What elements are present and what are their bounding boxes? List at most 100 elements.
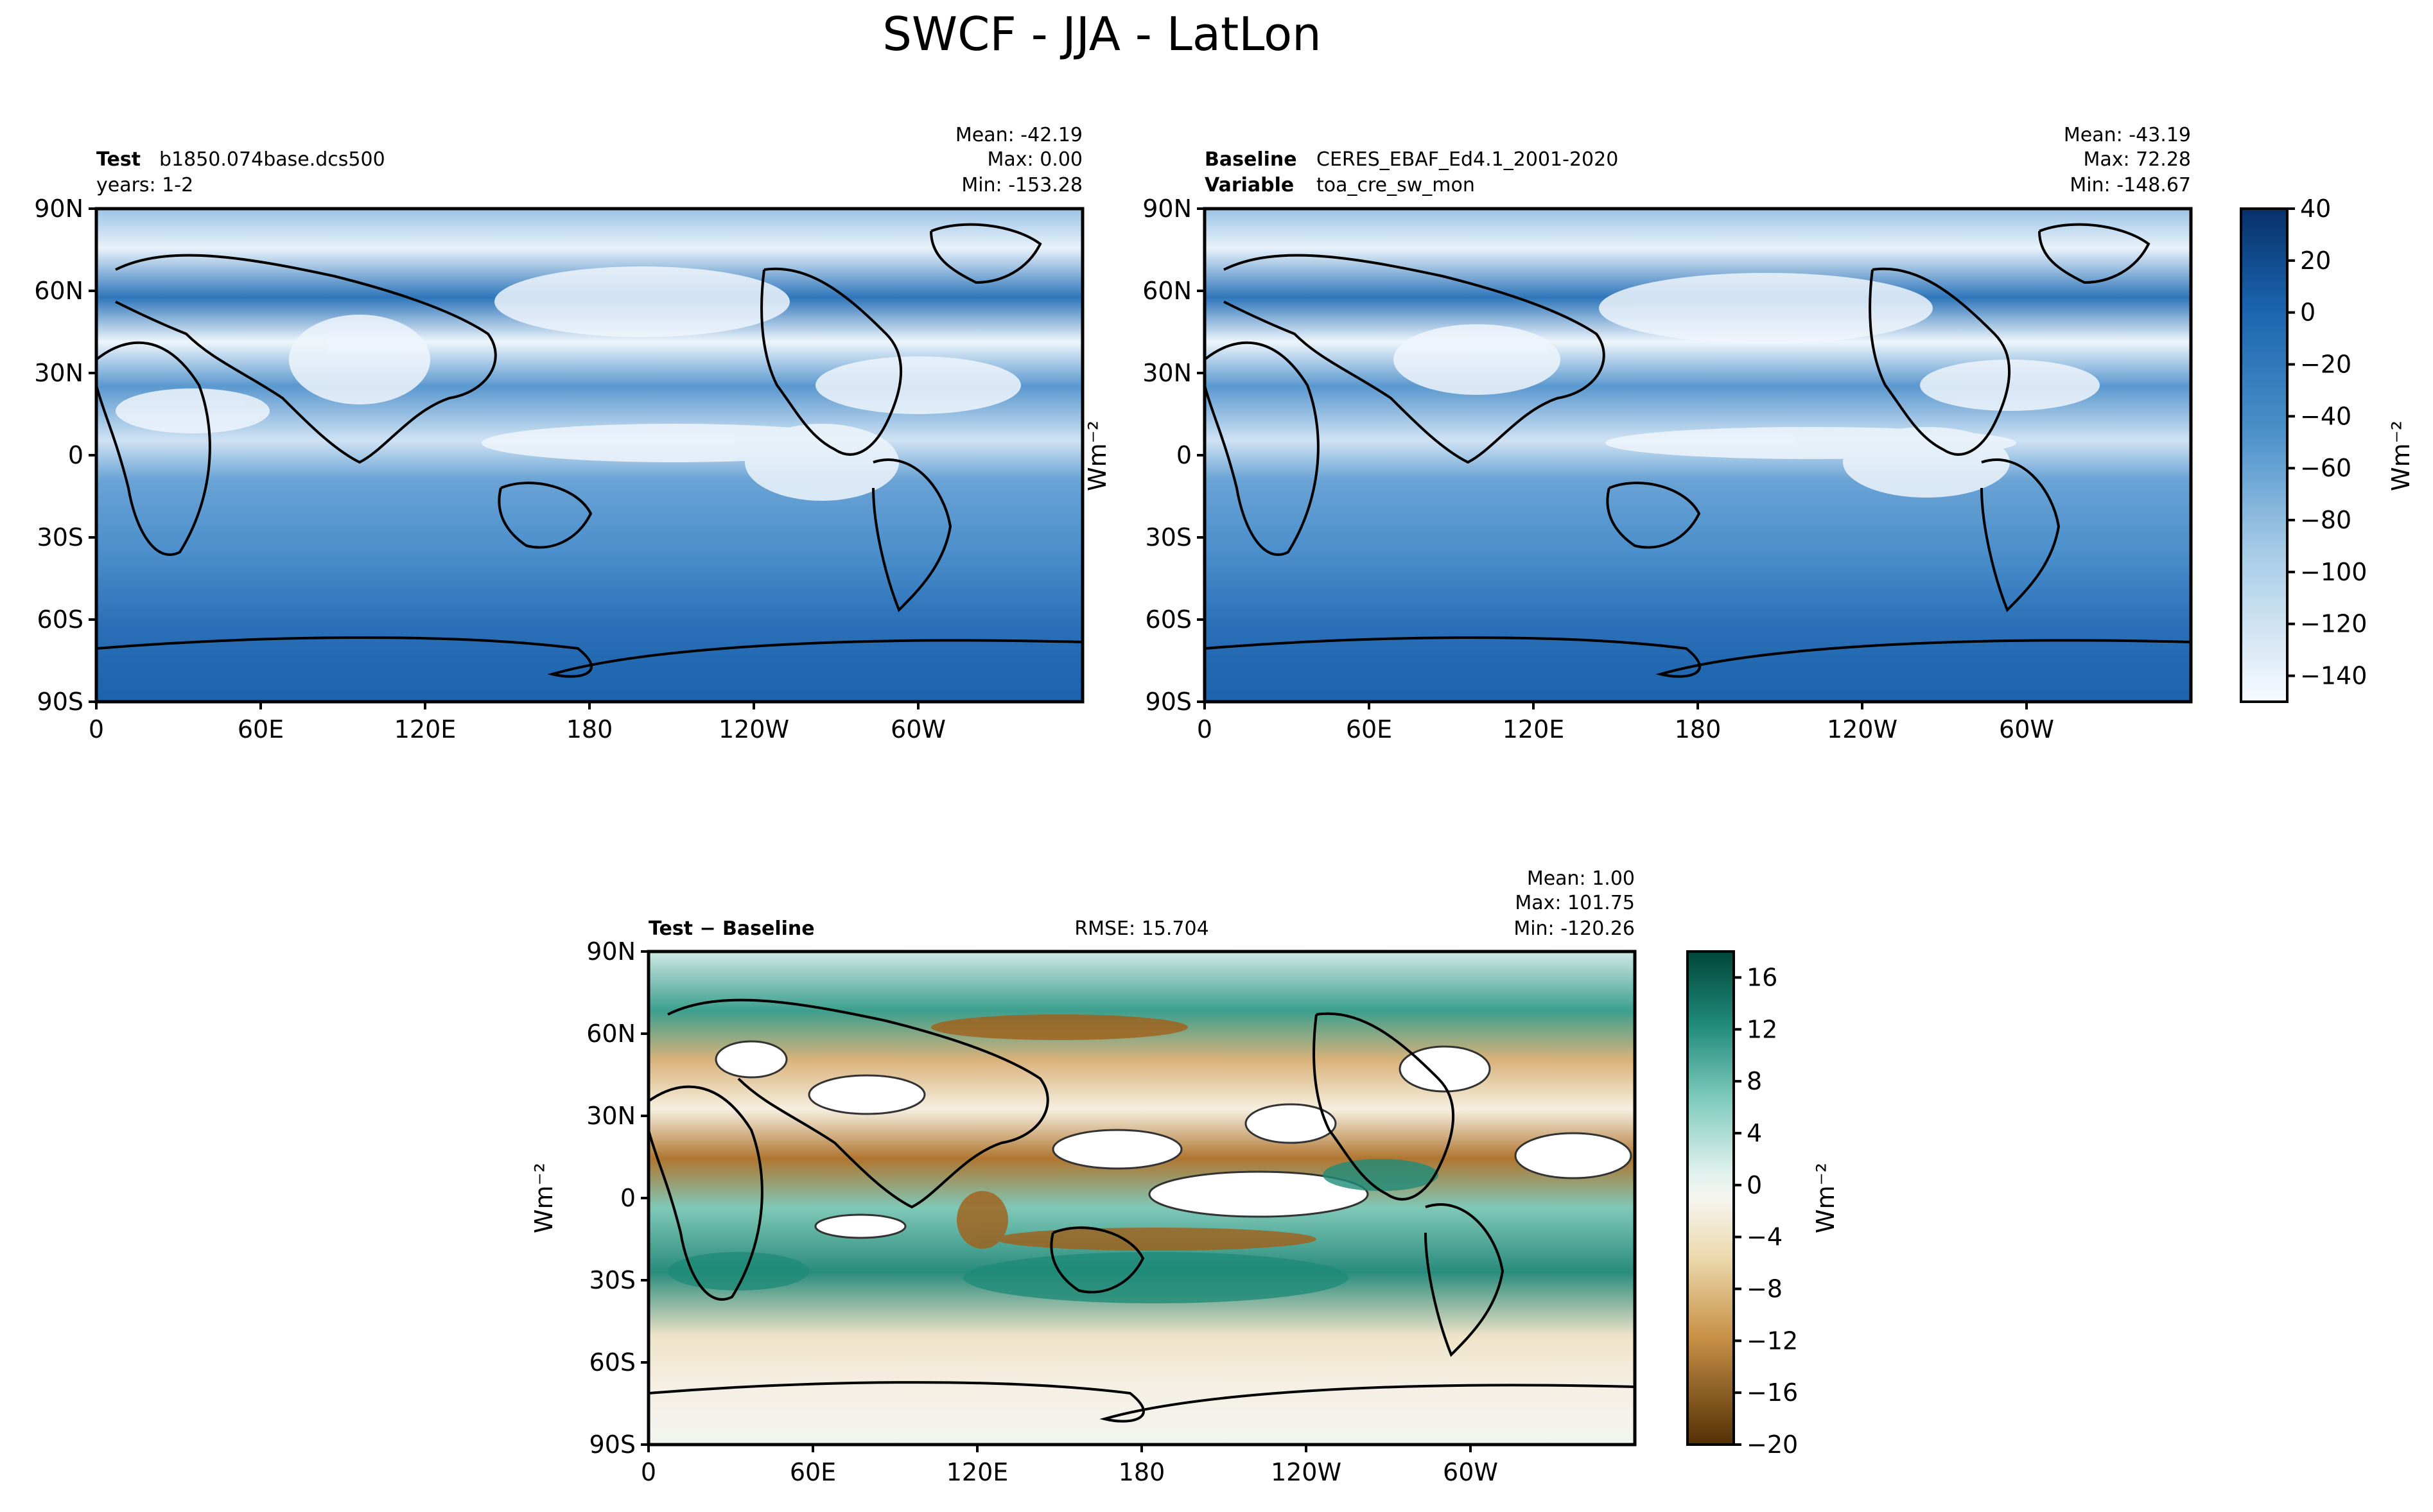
test-label-years: years: 1-2 xyxy=(96,174,193,196)
diff-xtick-label: 180 xyxy=(1119,1458,1165,1486)
test-ytick-label: 0 xyxy=(68,441,83,469)
test-label-bold: Test xyxy=(96,148,141,171)
colorbar-tick-label: −12 xyxy=(1747,1326,1798,1355)
test-ylabel: Wm⁻² xyxy=(1083,421,1112,491)
diff-xtick-label: 60W xyxy=(1443,1458,1498,1486)
diff-xtick-label: 120E xyxy=(946,1458,1009,1486)
diff-ytick-label: 60S xyxy=(589,1348,636,1377)
diff-stat-max: Max: 101.75 xyxy=(1515,892,1635,914)
test-map-features xyxy=(116,266,1021,501)
colorbar-tick-label: −60 xyxy=(2300,454,2351,482)
colorbar-tick-label: −16 xyxy=(1747,1378,1798,1407)
baseline-ytick-label: 30N xyxy=(1142,359,1192,387)
test-xtick-label: 120E xyxy=(394,715,457,743)
colorbar-tick-label: −20 xyxy=(2300,351,2351,379)
diff-stat-mean: Mean: 1.00 xyxy=(1527,867,1635,890)
baseline-map-features xyxy=(1393,273,2100,498)
baseline-xtick-label: 60W xyxy=(1999,715,2054,743)
baseline-xtick-label: 60E xyxy=(1346,715,1392,743)
diff-ytick-label: 30S xyxy=(589,1266,636,1294)
baseline-ytick-label: 30S xyxy=(1146,523,1192,552)
baseline-stat-min: Min: -148.67 xyxy=(2070,174,2191,196)
baseline-xtick-label: 0 xyxy=(1197,715,1212,743)
baseline-stat-mean: Mean: -43.19 xyxy=(2064,124,2191,146)
baseline-label-bold: Baseline xyxy=(1205,148,1297,171)
baseline-x-ticks: 0 60E 120E 180 120W 60W xyxy=(1197,702,2054,743)
test-stat-max: Max: 0.00 xyxy=(988,148,1083,171)
diff-ytick-label: 60N xyxy=(586,1020,636,1048)
test-stat-mean: Mean: -42.19 xyxy=(955,124,1083,146)
baseline-stat-max: Max: 72.28 xyxy=(2083,148,2191,171)
diff-panel: 90N 60N 30N 0 30S 60S 90S 0 60E 120E 180 120W 60W T… xyxy=(530,867,1637,1486)
colorbar-tick-label: −140 xyxy=(2300,662,2367,690)
colorbar-tick-label: 0 xyxy=(1747,1171,1762,1199)
colorbar-tick-label: −120 xyxy=(2300,610,2367,638)
colorbar-tick-label: −100 xyxy=(2300,558,2367,586)
baseline-xtick-label: 120W xyxy=(1827,715,1897,743)
test-xtick-label: 60E xyxy=(238,715,284,743)
baseline-ytick-label: 90S xyxy=(1146,688,1192,716)
test-ytick-label: 90S xyxy=(37,688,83,716)
colorbar-tick-label: −8 xyxy=(1747,1274,1783,1303)
test-label-value: b1850.074base.dcs500 xyxy=(159,148,385,171)
colorbar-tick-label: −80 xyxy=(2300,506,2351,534)
colorbar-tick-label: 8 xyxy=(1747,1067,1762,1095)
baseline-variable-value: toa_cre_sw_mon xyxy=(1316,174,1475,196)
colorbar-tick-label: 0 xyxy=(2300,299,2315,327)
baseline-coastlines xyxy=(1203,223,2192,678)
baseline-label-value: CERES_EBAF_Ed4.1_2001-2020 xyxy=(1316,148,1618,171)
baseline-panel: 90N 60N 30N 0 30S 60S 90S 0 60E 120E 180 120W 60W B… xyxy=(1142,124,2193,743)
diff-coastlines xyxy=(647,998,1635,1423)
baseline-ytick-label: 60N xyxy=(1142,277,1192,305)
bottom-colorbar-ticks: 16 12 8 4 0 −4 −8 −12 −16 −20 xyxy=(1734,963,1798,1459)
baseline-y-ticks: 90N 60N 30N 0 30S 60S 90S xyxy=(1142,195,1205,716)
diff-y-ticks: 90N 60N 30N 0 30S 60S 90S xyxy=(586,937,649,1459)
colorbar-tick-label: −4 xyxy=(1747,1223,1783,1251)
test-ytick-label: 60N xyxy=(34,277,83,305)
top-colorbar-label: Wm⁻² xyxy=(2387,421,2415,491)
top-colorbar: 40 20 0 −20 −40 −60 −80 −100 −120 −140 Wm⁻² xyxy=(2240,195,2415,703)
diff-x-ticks: 0 60E 120E 180 120W 60W xyxy=(641,1445,1498,1486)
diff-ytick-label: 0 xyxy=(620,1184,636,1212)
colorbar-tick-label: 40 xyxy=(2300,195,2331,223)
test-ytick-label: 60S xyxy=(37,605,83,634)
baseline-xtick-label: 120E xyxy=(1503,715,1565,743)
diff-rmse: RMSE: 15.704 xyxy=(1074,917,1208,940)
colorbar-tick-label: 16 xyxy=(1747,963,1777,991)
top-colorbar-ticks: 40 20 0 −20 −40 −60 −80 −100 −120 −140 xyxy=(2287,195,2367,690)
figure-title: SWCF - JJA - LatLon xyxy=(882,7,1321,61)
test-ytick-label: 90N xyxy=(34,195,83,223)
test-y-ticks: 90N 60N 30N 0 30S 60S 90S xyxy=(34,195,96,716)
test-xtick-label: 0 xyxy=(89,715,104,743)
colorbar-tick-label: 4 xyxy=(1747,1119,1762,1147)
baseline-ytick-label: 60S xyxy=(1146,605,1192,634)
test-xtick-label: 60W xyxy=(891,715,946,743)
diff-label-bold: Test − Baseline xyxy=(649,917,815,940)
colorbar-tick-label: 12 xyxy=(1747,1015,1777,1043)
colorbar-tick-label: 20 xyxy=(2300,247,2331,275)
bottom-colorbar-gradient xyxy=(1686,950,1735,1446)
diff-map-features xyxy=(668,1014,1632,1303)
baseline-ytick-label: 90N xyxy=(1142,195,1192,223)
diff-xtick-label: 120W xyxy=(1271,1458,1341,1486)
diff-stat-min: Min: -120.26 xyxy=(1513,917,1635,940)
test-coastlines xyxy=(95,223,1083,678)
diff-xtick-label: 60E xyxy=(790,1458,836,1486)
test-panel: 90N 60N 30N 0 30S 60S 90S 0 60E 120E 180 120W 60W T… xyxy=(34,124,1112,743)
baseline-xtick-label: 180 xyxy=(1675,715,1722,743)
test-x-ticks: 0 60E 120E 180 120W 60W xyxy=(89,702,946,743)
diff-ytick-label: 30N xyxy=(586,1102,636,1130)
diff-ylabel: Wm⁻² xyxy=(530,1163,558,1233)
bottom-colorbar: 16 12 8 4 0 −4 −8 −12 −16 −20 Wm⁻² xyxy=(1686,950,1840,1459)
test-xtick-label: 180 xyxy=(566,715,613,743)
test-ytick-label: 30N xyxy=(34,359,83,387)
colorbar-tick-label: −40 xyxy=(2300,402,2351,430)
colorbar-tick-label: −20 xyxy=(1747,1430,1798,1459)
top-colorbar-gradient xyxy=(2240,207,2289,703)
test-stat-min: Min: -153.28 xyxy=(961,174,1083,196)
diff-xtick-label: 0 xyxy=(641,1458,656,1486)
test-xtick-label: 120W xyxy=(719,715,789,743)
bottom-colorbar-label: Wm⁻² xyxy=(1811,1163,1840,1233)
test-ytick-label: 30S xyxy=(37,523,83,552)
